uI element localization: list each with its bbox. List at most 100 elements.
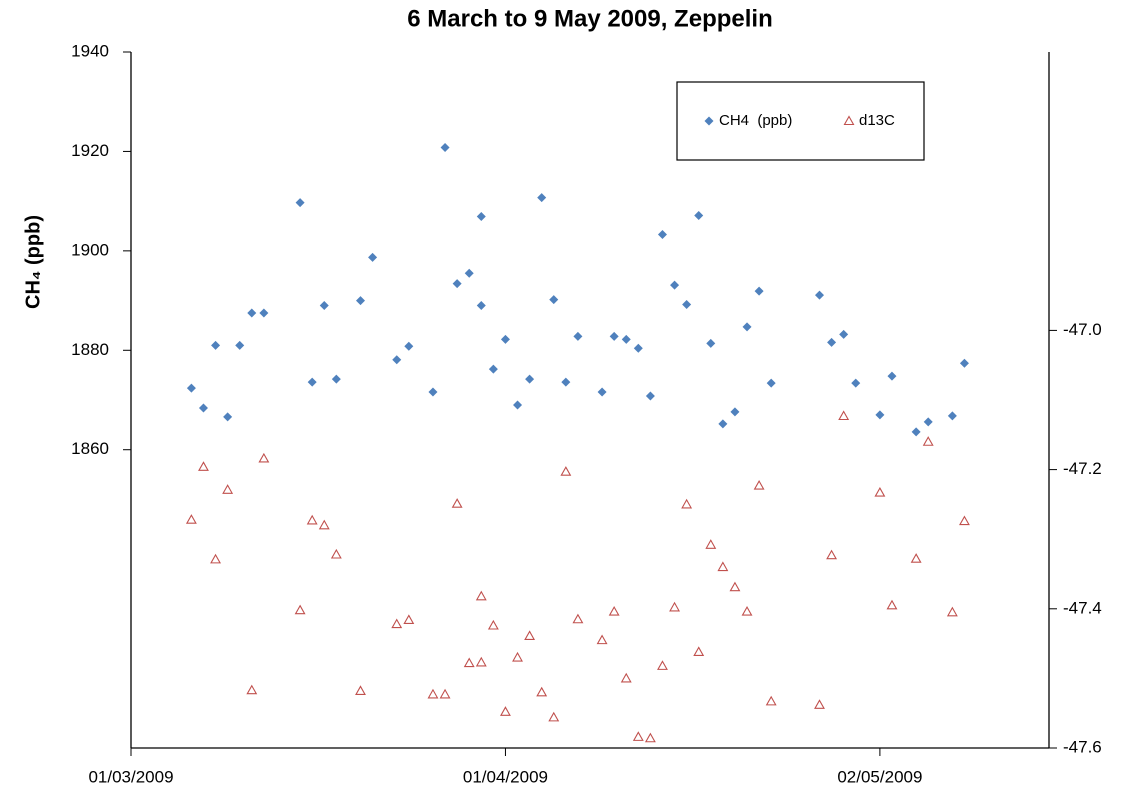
- y-tick-label: 1880: [71, 340, 109, 359]
- diamond-marker: [295, 198, 305, 208]
- diamond-marker: [392, 355, 402, 365]
- diamond-marker: [718, 419, 728, 429]
- triangle-marker: [608, 605, 620, 616]
- triangle-marker: [620, 672, 632, 683]
- x-tick-label: 02/05/2009: [837, 767, 922, 786]
- diamond-marker: [404, 341, 414, 351]
- triangle-marker: [922, 436, 934, 446]
- triangle-marker: [572, 613, 584, 624]
- y-tick-label: 1860: [71, 439, 109, 458]
- diamond-marker: [573, 331, 583, 341]
- triangle-marker: [246, 684, 258, 695]
- diamond-marker: [706, 338, 716, 348]
- diamond-marker: [609, 331, 619, 341]
- y2-tick-label: -47.2: [1063, 459, 1102, 478]
- diamond-marker: [694, 211, 704, 221]
- diamond-marker: [476, 301, 486, 311]
- triangle-marker: [500, 706, 511, 716]
- diamond-marker: [259, 308, 269, 318]
- diamond-marker: [923, 417, 933, 427]
- diamond-marker: [307, 377, 317, 387]
- diamond-marker: [368, 252, 378, 262]
- triangle-marker: [524, 630, 536, 640]
- diamond-marker: [440, 142, 450, 152]
- triangle-marker: [258, 452, 270, 463]
- diamond-marker: [704, 116, 714, 126]
- diamond-marker: [670, 280, 680, 290]
- triangle-marker: [886, 599, 898, 610]
- diamond-marker: [730, 407, 740, 417]
- triangle-marker: [439, 688, 451, 699]
- diamond-marker: [561, 377, 571, 387]
- diamond-marker: [959, 358, 969, 368]
- y-tick-label: 1920: [71, 141, 109, 160]
- diamond-marker: [766, 378, 776, 388]
- diamond-marker: [947, 411, 957, 421]
- triangle-marker: [487, 619, 499, 630]
- diamond-marker: [235, 340, 245, 350]
- triangle-marker: [814, 699, 825, 709]
- chart-title: 6 March to 9 May 2009, Zeppelin: [407, 5, 772, 32]
- triangle-marker: [463, 657, 475, 668]
- triangle-marker: [596, 634, 608, 645]
- triangle-marker: [560, 466, 572, 476]
- diamond-marker: [488, 364, 498, 374]
- triangle-marker: [753, 479, 765, 490]
- triangle-marker: [910, 553, 922, 563]
- diamond-marker: [682, 300, 692, 310]
- triangle-marker: [705, 539, 717, 549]
- triangle-marker: [512, 651, 523, 662]
- triangle-marker: [693, 646, 705, 657]
- triangle-marker: [318, 519, 330, 530]
- diamond-marker: [875, 410, 885, 420]
- triangle-marker: [355, 685, 366, 695]
- triangle-marker: [959, 515, 970, 526]
- triangle-marker: [765, 695, 777, 706]
- diamond-marker: [198, 403, 208, 413]
- triangle-marker: [536, 686, 548, 697]
- triangle-marker: [427, 688, 439, 699]
- diamond-marker: [839, 329, 849, 339]
- triangle-marker: [843, 115, 855, 126]
- diamond-marker: [742, 322, 752, 332]
- triangle-marker: [669, 601, 680, 612]
- diamond-marker: [452, 279, 462, 289]
- triangle-marker: [548, 711, 560, 722]
- diamond-marker: [464, 268, 474, 278]
- triangle-marker: [657, 660, 668, 670]
- diamond-marker: [500, 334, 510, 344]
- triangle-marker: [451, 498, 463, 508]
- y2-tick-label: -47.6: [1063, 737, 1102, 756]
- triangle-marker: [717, 561, 729, 572]
- legend-label: d13C: [859, 112, 895, 129]
- triangle-marker: [475, 656, 487, 667]
- triangle-marker: [681, 498, 693, 509]
- diamond-marker: [247, 308, 257, 318]
- triangle-marker: [403, 614, 415, 624]
- diamond-marker: [428, 387, 438, 397]
- diamond-marker: [319, 301, 329, 311]
- diamond-marker: [525, 374, 535, 384]
- triangle-marker: [475, 590, 487, 601]
- diamond-marker: [597, 387, 607, 397]
- triangle-marker: [391, 618, 403, 629]
- triangle-marker: [874, 486, 886, 497]
- diamond-marker: [186, 383, 196, 393]
- diamond-marker: [513, 400, 523, 410]
- triangle-marker: [306, 514, 318, 525]
- diamond-marker: [657, 229, 667, 239]
- diamond-marker: [356, 296, 365, 306]
- triangle-marker: [644, 732, 656, 743]
- diamond-marker: [851, 378, 861, 388]
- y-tick-label: 1940: [71, 41, 109, 60]
- legend-box: [676, 81, 925, 161]
- diamond-marker: [621, 334, 631, 344]
- diamond-marker: [223, 412, 233, 422]
- diamond-marker: [911, 427, 921, 437]
- triangle-marker: [946, 606, 958, 617]
- triangle-marker: [294, 604, 306, 615]
- triangle-marker: [838, 410, 850, 421]
- diamond-marker: [645, 391, 655, 401]
- diamond-marker: [815, 290, 824, 300]
